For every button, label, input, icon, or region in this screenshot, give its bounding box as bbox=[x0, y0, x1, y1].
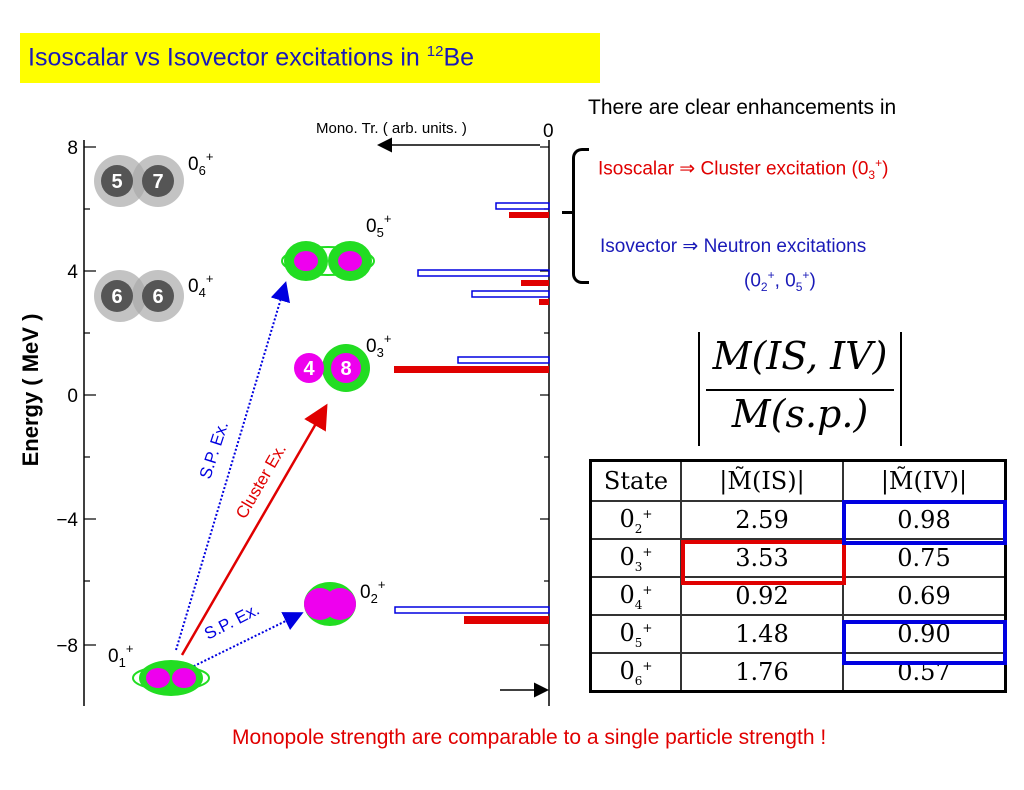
isovector-states: (02+, 05+) bbox=[744, 268, 816, 295]
top-axis-label: Mono. Tr. ( arb. units. ) bbox=[316, 120, 467, 137]
table-header-row: State |M̃(IS)| |M̃(IV)| bbox=[589, 459, 1007, 502]
cluster-arrow bbox=[180, 403, 328, 656]
highlight-iv-02 bbox=[842, 500, 1007, 545]
iv-bar-02 bbox=[394, 606, 550, 614]
ratio-formula: M(IS, IV) M(s.p.) bbox=[698, 332, 902, 446]
top-axis-zero: 0 bbox=[543, 121, 554, 142]
state-label-03: 03+ bbox=[366, 331, 391, 360]
table-row: 04+ 0.92 0.69 bbox=[589, 576, 1007, 616]
svg-text:6: 6 bbox=[152, 286, 163, 308]
brace-tip bbox=[562, 211, 574, 214]
energy-diagram: 8 4 0 −4 −8 Energy ( MeV ) Mono. Tr. ( a… bbox=[18, 120, 554, 706]
strength-bars bbox=[394, 202, 550, 624]
y-ticks bbox=[84, 146, 549, 646]
header-state: State bbox=[589, 459, 682, 502]
formula-numerator: M(IS, IV) bbox=[712, 334, 888, 378]
title-banner: Isoscalar vs Isovector excitations in 12… bbox=[20, 33, 600, 83]
iv-bar-05 bbox=[471, 290, 550, 298]
state-label-01: 01+ bbox=[108, 641, 133, 670]
cluster-5-7: 5 7 bbox=[94, 155, 184, 207]
y-axis-label: Energy ( MeV ) bbox=[18, 314, 43, 467]
iv-bar-06 bbox=[495, 202, 550, 210]
sp-upper-label: S.P. Ex. bbox=[196, 419, 232, 481]
cluster-4-8: 4 8 bbox=[294, 344, 370, 392]
highlight-iv-05 bbox=[842, 620, 1007, 665]
state-label-04: 04+ bbox=[188, 271, 213, 300]
sp-arrow-upper bbox=[175, 281, 291, 651]
header-iv: |M̃(IV)| bbox=[842, 459, 1007, 502]
is-bar-06 bbox=[509, 212, 549, 218]
bottom-note: Monopole strength are comparable to a si… bbox=[232, 726, 827, 749]
is-bar-03 bbox=[394, 366, 549, 373]
y-tick-8: 8 bbox=[67, 138, 78, 159]
sp-arrow-lower bbox=[189, 612, 304, 669]
svg-text:7: 7 bbox=[152, 171, 163, 193]
is-bar-05 bbox=[539, 299, 549, 305]
cluster-02 bbox=[304, 582, 356, 626]
header-is: |M̃(IS)| bbox=[680, 459, 844, 502]
iv-bar-03 bbox=[457, 356, 550, 364]
svg-text:5: 5 bbox=[111, 171, 122, 193]
svg-text:6: 6 bbox=[111, 286, 122, 308]
cluster-05 bbox=[281, 241, 375, 281]
formula-denominator: M(s.p.) bbox=[731, 392, 869, 436]
page-title: Isoscalar vs Isovector excitations in 12… bbox=[28, 43, 475, 72]
y-tick-4: 4 bbox=[67, 262, 78, 283]
state-label-02: 02+ bbox=[360, 577, 385, 606]
y-tick-0: 0 bbox=[67, 386, 78, 407]
state-label-05: 05+ bbox=[366, 211, 391, 240]
isoscalar-line: Isoscalar ⇒ Cluster excitation (03+) bbox=[598, 156, 889, 183]
isovector-line: Isovector ⇒ Neutron excitations bbox=[600, 236, 867, 257]
intro-text: There are clear enhancements in bbox=[588, 96, 897, 119]
cluster-01 bbox=[132, 660, 210, 696]
curly-brace bbox=[572, 148, 589, 284]
y-tick-m4: −4 bbox=[56, 510, 78, 531]
iv-bar-04 bbox=[417, 269, 550, 277]
state-label-06: 06+ bbox=[188, 149, 213, 178]
svg-text:4: 4 bbox=[303, 358, 315, 380]
is-bar-02 bbox=[464, 616, 549, 624]
is-bar-04 bbox=[521, 280, 549, 286]
cluster-6-6: 6 6 bbox=[94, 270, 184, 322]
svg-text:8: 8 bbox=[340, 358, 351, 380]
table-row: 02+ 2.59 0.98 bbox=[589, 500, 1007, 540]
y-tick-m8: −8 bbox=[56, 636, 78, 657]
highlight-is-03 bbox=[681, 540, 846, 585]
